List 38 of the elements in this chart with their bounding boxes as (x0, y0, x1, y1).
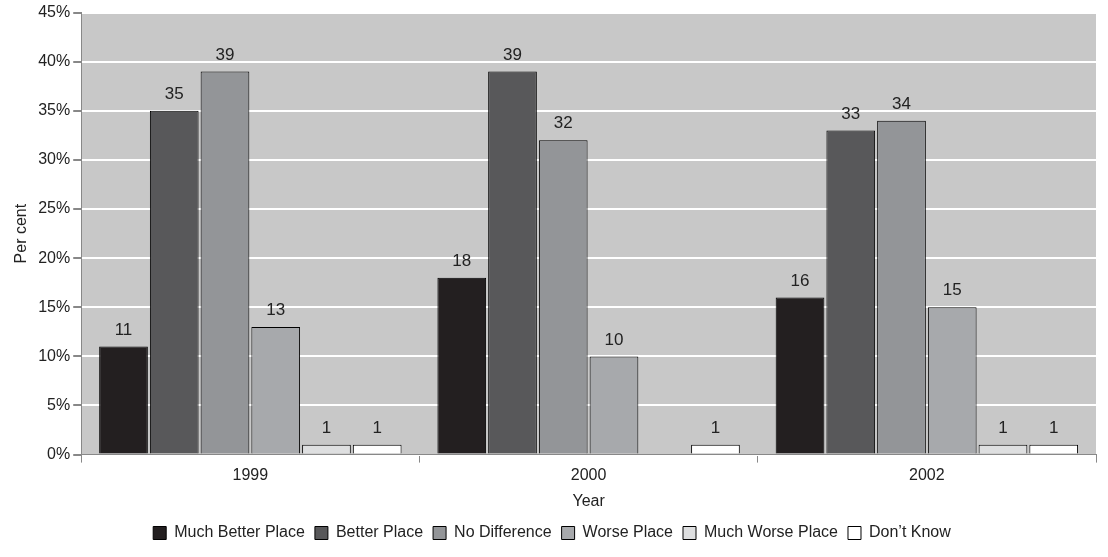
legend-label: Don’t Know (868, 523, 952, 541)
legend-label: Worse Place (582, 523, 674, 541)
legend-label: Much Better Place (174, 523, 306, 541)
x-tick-label: 2000 (570, 465, 607, 483)
y-tick-label: 45% (38, 3, 71, 21)
data-label: 32 (553, 113, 573, 133)
data-label: 13 (266, 300, 286, 320)
y-tick-label: 15% (38, 297, 71, 315)
data-label: 33 (841, 103, 861, 123)
y-tick-label: 10% (38, 346, 71, 364)
data-label: 34 (892, 93, 911, 113)
y-tick-label: 35% (38, 101, 71, 119)
data-label: 1 (710, 417, 721, 437)
y-tick-label: 0% (47, 445, 71, 463)
x-tick-label: 1999 (232, 465, 269, 483)
y-tick-label: 5% (47, 395, 71, 413)
data-label: 10 (604, 329, 624, 349)
data-label: 39 (215, 44, 235, 64)
data-label: 18 (452, 250, 472, 270)
data-label: 16 (790, 270, 810, 290)
data-label: 11 (114, 319, 133, 339)
legend-label: Better Place (335, 523, 424, 541)
legend-label: No Difference (454, 523, 552, 541)
data-label: 1 (321, 417, 332, 437)
x-axis-title: Year (572, 491, 606, 509)
y-tick-label: 40% (38, 52, 71, 70)
y-tick-label: 30% (38, 150, 71, 168)
data-label: 1 (1048, 417, 1059, 437)
y-tick-label: 25% (38, 199, 71, 217)
data-label: 15 (942, 280, 962, 300)
y-axis-title: Per cent (12, 203, 30, 264)
legend-label: Much Worse Place (704, 523, 839, 541)
data-label: 35 (164, 84, 184, 104)
data-label: 1 (998, 417, 1008, 437)
data-label: 1 (372, 417, 382, 437)
x-tick-label: 2002 (909, 465, 945, 483)
y-tick-label: 20% (38, 248, 71, 266)
data-label: 39 (503, 44, 522, 64)
